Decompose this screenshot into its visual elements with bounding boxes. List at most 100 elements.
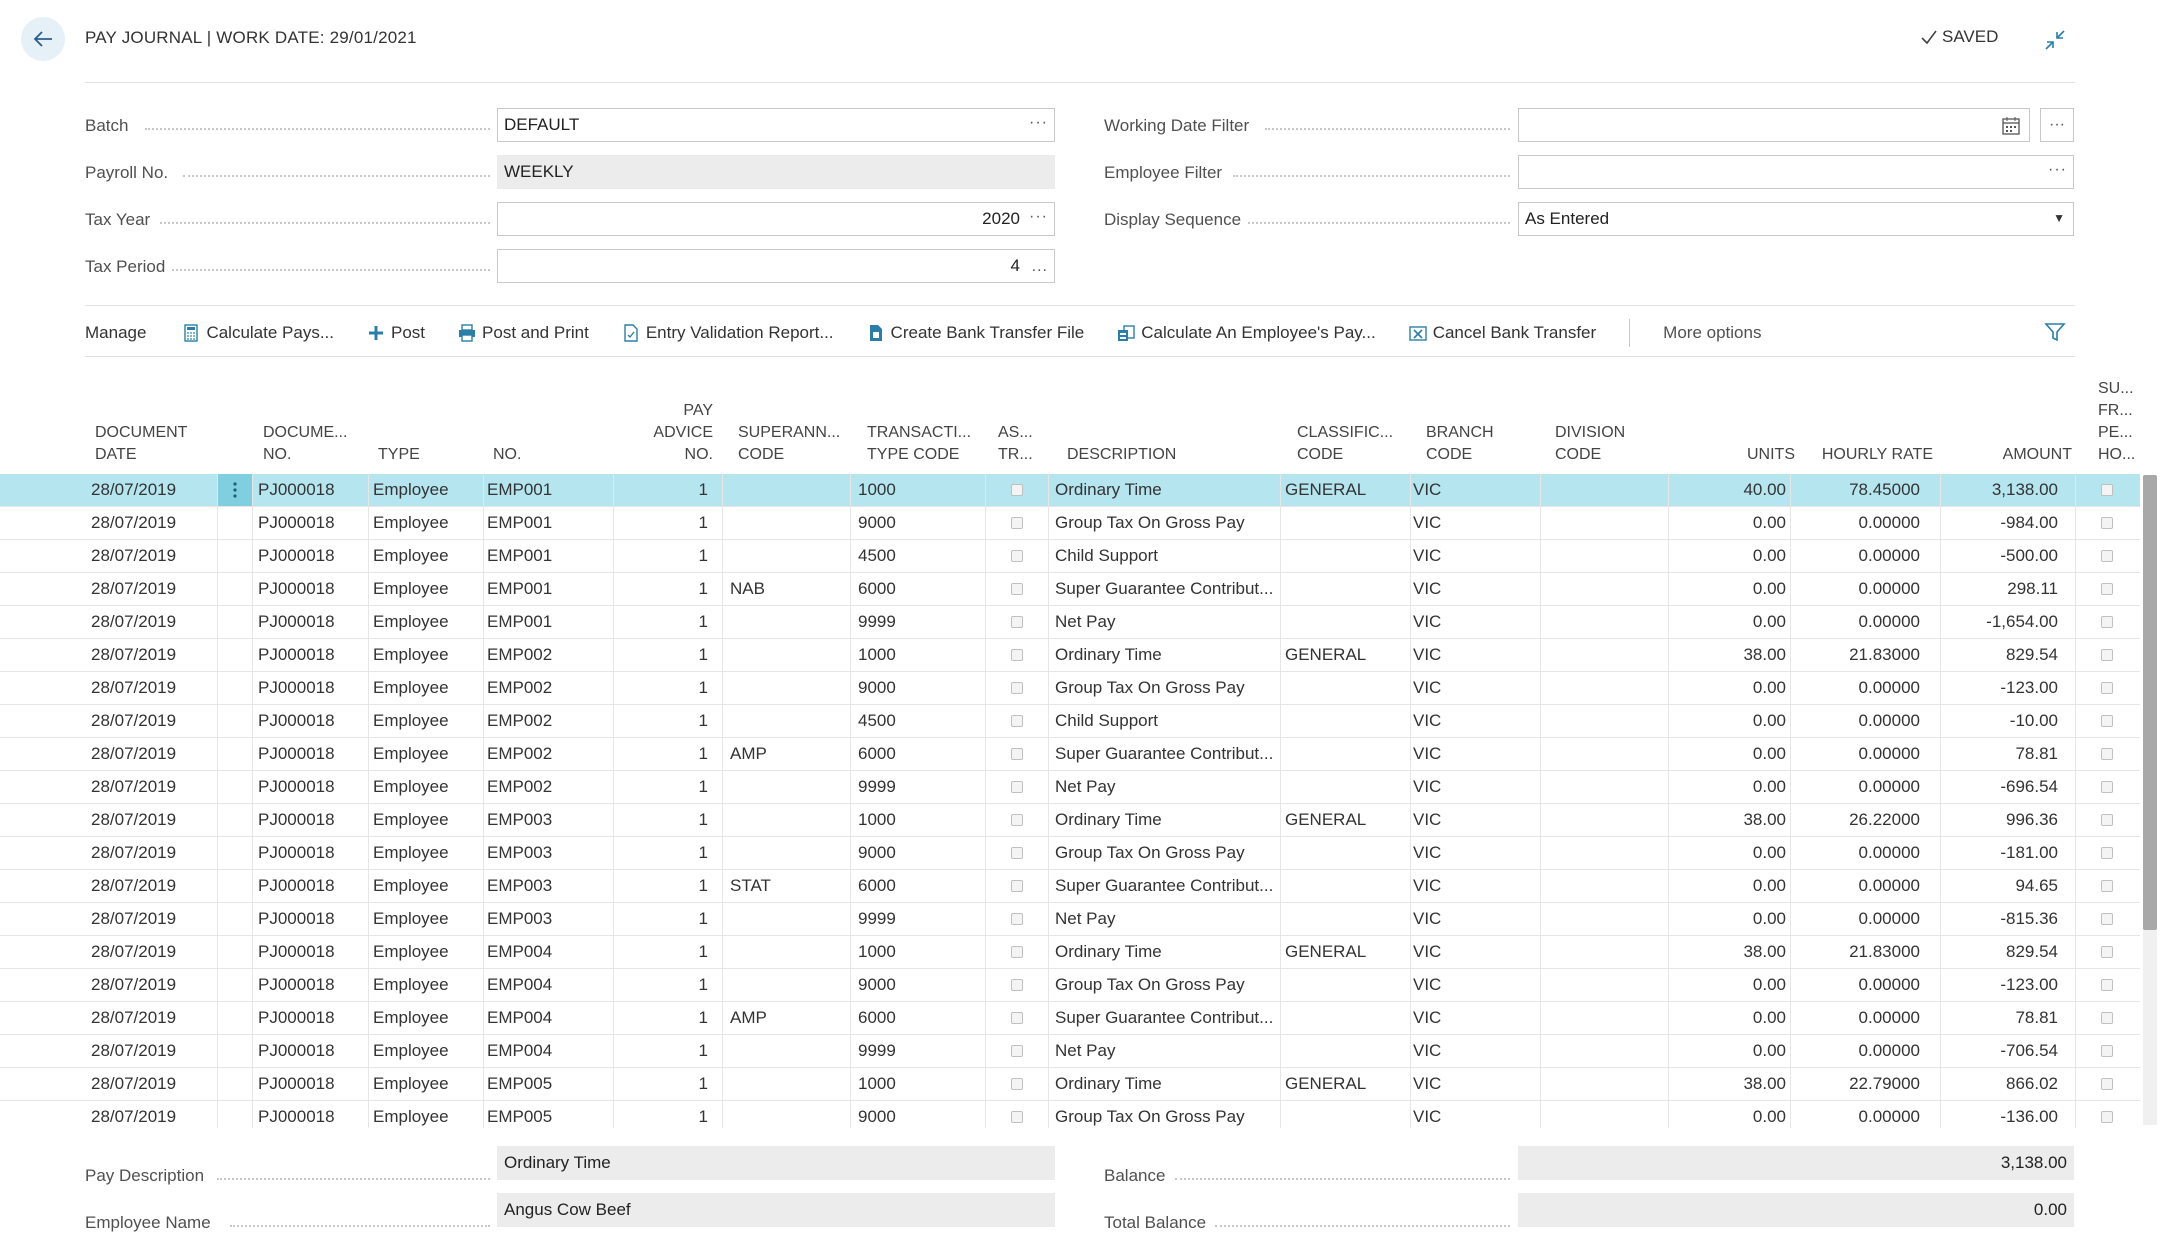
cell-units[interactable]: 0.00	[1752, 744, 1786, 763]
cell-document-date[interactable]: 28/07/2019	[91, 843, 177, 862]
cell-classification-code[interactable]	[1285, 672, 1415, 704]
table-row[interactable]: 28/07/2019 PJ000018 Employee EMP001 1 9999 Net…	[0, 606, 2140, 639]
cell-description[interactable]: Group Tax On Gross Pay	[1055, 975, 1245, 994]
cell-superannuation-code[interactable]	[730, 804, 855, 836]
cell-pay-advice-no[interactable]: 1	[698, 975, 708, 994]
cell-document-date[interactable]: 28/07/2019	[91, 645, 177, 664]
cell-no[interactable]: EMP001	[487, 480, 553, 499]
as-tr-checkbox[interactable]	[1011, 880, 1023, 892]
table-row[interactable]: 28/07/2019 PJ000018 Employee EMP002 1 1000 Ord…	[0, 639, 2140, 672]
cell-hourly-rate[interactable]: 0.00000	[1858, 546, 1920, 565]
cell-units[interactable]: 0.00	[1752, 579, 1786, 598]
cell-units[interactable]: 0.00	[1752, 711, 1786, 730]
create-bank-transfer-button[interactable]: Create Bank Transfer File	[867, 323, 1084, 343]
cell-document-no[interactable]: PJ000018	[258, 678, 335, 697]
cell-description[interactable]: Group Tax On Gross Pay	[1055, 1107, 1245, 1126]
col-hourly-rate[interactable]: HOURLY RATE	[1800, 444, 1933, 466]
as-tr-checkbox[interactable]	[1011, 517, 1023, 529]
cell-units[interactable]: 0.00	[1752, 1107, 1786, 1126]
col-pay-advice-no[interactable]: PAY ADVICE NO.	[640, 400, 713, 466]
cell-document-no[interactable]: PJ000018	[258, 711, 335, 730]
cell-hourly-rate[interactable]: 0.00000	[1858, 678, 1920, 697]
employee-filter-lookup-button[interactable]: ···	[2048, 161, 2067, 178]
cell-type[interactable]: Employee	[373, 579, 449, 598]
cell-type[interactable]: Employee	[373, 1107, 449, 1126]
col-type[interactable]: TYPE	[378, 444, 420, 466]
su-fr-pe-ho-checkbox[interactable]	[2101, 484, 2113, 496]
as-tr-checkbox[interactable]	[1011, 715, 1023, 727]
cell-transaction-type-code[interactable]: 4500	[858, 711, 896, 730]
cell-pay-advice-no[interactable]: 1	[698, 810, 708, 829]
table-row[interactable]: 28/07/2019 PJ000018 Employee EMP004 1 9000 Gro…	[0, 969, 2140, 1002]
cell-superannuation-code[interactable]: STAT	[730, 876, 771, 895]
cell-superannuation-code[interactable]	[730, 474, 855, 506]
su-fr-pe-ho-checkbox[interactable]	[2101, 748, 2113, 760]
cell-superannuation-code[interactable]	[730, 936, 855, 968]
cell-document-date[interactable]: 28/07/2019	[91, 678, 177, 697]
cell-superannuation-code[interactable]	[730, 969, 855, 1001]
col-classification-code[interactable]: CLASSIFIC... CODE	[1297, 422, 1393, 466]
employee-filter-input[interactable]: ···	[1518, 155, 2074, 189]
cell-document-date[interactable]: 28/07/2019	[91, 711, 177, 730]
cell-document-date[interactable]: 28/07/2019	[91, 744, 177, 763]
cell-hourly-rate[interactable]: 0.00000	[1858, 876, 1920, 895]
table-row[interactable]: 28/07/2019 PJ000018 Employee EMP001 1 NAB 6000…	[0, 573, 2140, 606]
cancel-bank-transfer-button[interactable]: Cancel Bank Transfer	[1409, 323, 1596, 343]
cell-classification-code[interactable]	[1285, 1002, 1415, 1034]
cell-description[interactable]: Group Tax On Gross Pay	[1055, 678, 1245, 697]
table-row[interactable]: 28/07/2019 PJ000018 Employee EMP001 1 1000 Ord…	[0, 474, 2140, 507]
cell-hourly-rate[interactable]: 26.22000	[1849, 810, 1920, 829]
cell-division-code[interactable]	[1543, 870, 1663, 902]
cell-pay-advice-no[interactable]: 1	[698, 1107, 708, 1126]
cell-type[interactable]: Employee	[373, 1008, 449, 1027]
cell-type[interactable]: Employee	[373, 1074, 449, 1093]
su-fr-pe-ho-checkbox[interactable]	[2101, 715, 2113, 727]
su-fr-pe-ho-checkbox[interactable]	[2101, 682, 2113, 694]
col-document-date[interactable]: DOCUMENT DATE	[95, 422, 187, 466]
cell-description[interactable]: Ordinary Time	[1055, 645, 1162, 664]
cell-type[interactable]: Employee	[373, 909, 449, 928]
cell-document-date[interactable]: 28/07/2019	[91, 546, 177, 565]
cell-type[interactable]: Employee	[373, 480, 449, 499]
cell-document-no[interactable]: PJ000018	[258, 546, 335, 565]
cell-description[interactable]: Group Tax On Gross Pay	[1055, 513, 1245, 532]
cell-classification-code[interactable]	[1285, 738, 1415, 770]
cell-no[interactable]: EMP001	[487, 513, 553, 532]
row-actions-button[interactable]	[218, 474, 252, 506]
cell-pay-advice-no[interactable]: 1	[698, 711, 708, 730]
cell-document-date[interactable]: 28/07/2019	[91, 909, 177, 928]
as-tr-checkbox[interactable]	[1011, 781, 1023, 793]
cell-division-code[interactable]	[1543, 474, 1663, 506]
cell-hourly-rate[interactable]: 0.00000	[1858, 744, 1920, 763]
su-fr-pe-ho-checkbox[interactable]	[2101, 946, 2113, 958]
cell-amount[interactable]: 3,138.00	[1991, 480, 2058, 499]
table-row[interactable]: 28/07/2019 PJ000018 Employee EMP002 1 4500 Chi…	[0, 705, 2140, 738]
cell-document-no[interactable]: PJ000018	[258, 480, 335, 499]
cell-superannuation-code[interactable]	[730, 1101, 855, 1128]
cell-units[interactable]: 38.00	[1743, 645, 1786, 664]
cell-type[interactable]: Employee	[373, 744, 449, 763]
cell-no[interactable]: EMP002	[487, 678, 553, 697]
cell-classification-code[interactable]: GENERAL	[1285, 1074, 1367, 1093]
cell-pay-advice-no[interactable]: 1	[698, 909, 708, 928]
cell-hourly-rate[interactable]: 0.00000	[1858, 843, 1920, 862]
cell-branch-code[interactable]: VIC	[1413, 513, 1442, 532]
cell-branch-code[interactable]: VIC	[1413, 612, 1442, 631]
cell-no[interactable]: EMP003	[487, 810, 553, 829]
cell-document-no[interactable]: PJ000018	[258, 777, 335, 796]
cell-classification-code[interactable]: GENERAL	[1285, 810, 1367, 829]
calculate-employee-pay-button[interactable]: Calculate An Employee's Pay...	[1117, 323, 1376, 343]
as-tr-checkbox[interactable]	[1011, 748, 1023, 760]
cell-division-code[interactable]	[1543, 540, 1663, 572]
cell-type[interactable]: Employee	[373, 843, 449, 862]
table-row[interactable]: 28/07/2019 PJ000018 Employee EMP005 1 1000 Ord…	[0, 1068, 2140, 1101]
col-transaction-type-code[interactable]: TRANSACTI... TYPE CODE	[867, 422, 971, 466]
as-tr-checkbox[interactable]	[1011, 1078, 1023, 1090]
cell-document-date[interactable]: 28/07/2019	[91, 579, 177, 598]
cell-branch-code[interactable]: VIC	[1413, 1041, 1442, 1060]
cell-amount[interactable]: 829.54	[2006, 645, 2058, 664]
cell-classification-code[interactable]	[1285, 507, 1415, 539]
as-tr-checkbox[interactable]	[1011, 946, 1023, 958]
as-tr-checkbox[interactable]	[1011, 847, 1023, 859]
cell-amount[interactable]: -136.00	[2000, 1107, 2058, 1126]
